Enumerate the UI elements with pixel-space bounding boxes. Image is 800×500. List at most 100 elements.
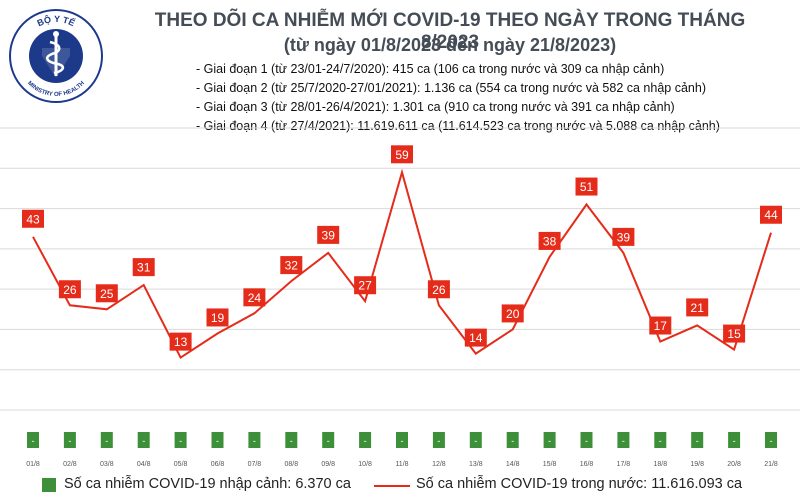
ministry-logo: BỘ Y TẾ MINISTRY OF HEALTH xyxy=(9,9,103,103)
x-tick-label: 14/8 xyxy=(506,461,520,468)
data-point: 15 xyxy=(723,324,746,343)
x-tick-label: 21/8 xyxy=(764,461,778,468)
imported-bar xyxy=(654,432,667,448)
data-point: 44 xyxy=(760,205,782,224)
x-tick-label: 06/8 xyxy=(211,461,225,468)
x-tick-label: 02/8 xyxy=(63,461,77,468)
data-point: 32 xyxy=(280,256,303,275)
x-tick-label: 16/8 xyxy=(580,461,594,468)
imported-bars: --------------------- xyxy=(27,432,777,448)
imported-bar-label: - xyxy=(142,436,145,446)
imported-bar-label: - xyxy=(733,436,736,446)
data-label: 51 xyxy=(580,180,594,194)
data-point: 26 xyxy=(58,280,81,299)
imported-bar xyxy=(137,432,150,448)
phase-item: - Giai đoạn 2 (từ 25/7/2020-27/01/2021):… xyxy=(196,81,706,95)
legend-swatch-imported xyxy=(42,478,56,492)
imported-bar-label: - xyxy=(622,436,625,446)
data-label: 13 xyxy=(174,335,188,349)
imported-bar-label: - xyxy=(32,436,35,446)
data-label-box xyxy=(723,324,746,343)
data-point: 39 xyxy=(612,227,635,246)
data-point: 26 xyxy=(427,280,450,299)
imported-bar-label: - xyxy=(401,436,404,446)
data-point: 24 xyxy=(243,288,266,307)
gridlines xyxy=(0,127,800,411)
data-label: 24 xyxy=(248,291,262,305)
legend: Số ca nhiễm COVID-19 nhập cảnh: 6.370 ca… xyxy=(0,474,800,498)
imported-bar-label: - xyxy=(659,436,662,446)
legend-domestic: Số ca nhiễm COVID-19 trong nước: 11.616.… xyxy=(416,476,743,492)
imported-bar-label: - xyxy=(327,436,330,446)
data-label-box xyxy=(317,225,340,244)
data-label-box xyxy=(464,328,487,347)
chart-title: THEO DÕI CA NHIỄM MỚI COVID-19 THEO NGÀY… xyxy=(154,10,746,53)
data-point: 20 xyxy=(501,304,524,323)
imported-bar xyxy=(765,432,777,448)
line-chart: - - - - - - - - - - - - - - - - - - - - - 43 26 25 31 13 19 24 32 39… xyxy=(0,127,800,468)
x-tick-label: 05/8 xyxy=(174,461,188,468)
data-labels: 43 26 25 31 13 19 24 32 39 27 59 26 14 20 38 51 39 17 21 15… xyxy=(22,145,782,351)
imported-bar-label: - xyxy=(216,436,219,446)
imported-bar xyxy=(211,432,224,448)
imported-bar-label: - xyxy=(548,436,551,446)
imported-bar xyxy=(506,432,519,448)
imported-bar xyxy=(469,432,482,448)
imported-bar-label: - xyxy=(105,436,108,446)
data-label-box xyxy=(501,304,524,323)
imported-bar-label: - xyxy=(585,436,588,446)
x-tick-label: 08/8 xyxy=(284,461,298,468)
imported-bar-label: - xyxy=(364,436,367,446)
imported-bar-label: - xyxy=(179,436,182,446)
svg-text:BỘ Y TẾ: BỘ Y TẾ xyxy=(36,13,77,28)
imported-bar xyxy=(359,432,372,448)
imported-bar xyxy=(432,432,445,448)
data-point: 13 xyxy=(169,332,192,351)
x-tick-label: 03/8 xyxy=(100,461,114,468)
x-tick-label: 17/8 xyxy=(617,461,631,468)
data-label: 26 xyxy=(432,283,446,297)
data-label: 26 xyxy=(63,283,77,297)
data-label: 17 xyxy=(654,319,668,333)
data-label-box xyxy=(132,258,155,277)
data-label: 43 xyxy=(26,212,40,226)
imported-bar xyxy=(580,432,593,448)
data-point: 38 xyxy=(538,231,561,250)
data-point: 21 xyxy=(686,298,709,317)
phase-item: - Giai đoạn 4 (từ 27/4/2021): 11.619.611… xyxy=(196,119,720,133)
data-point: 19 xyxy=(206,308,229,327)
x-tick-label: 18/8 xyxy=(653,461,667,468)
logo-top-text: BỘ Y TẾ xyxy=(36,13,77,28)
imported-bar xyxy=(728,432,741,448)
x-tick-label: 13/8 xyxy=(469,461,483,468)
data-point: 31 xyxy=(132,258,155,277)
imported-bar-label: - xyxy=(696,436,699,446)
data-label-box xyxy=(575,177,598,196)
chart-subtitle: (từ ngày 01/8/2023 đến ngày 21/8/2023) xyxy=(283,35,617,55)
data-label-box xyxy=(391,145,413,164)
data-label-box xyxy=(686,298,709,317)
data-label-box xyxy=(649,316,672,335)
imported-bar xyxy=(285,432,298,448)
data-label-box xyxy=(243,288,266,307)
data-label-box xyxy=(22,209,44,228)
x-tick-label: 19/8 xyxy=(690,461,704,468)
domestic-series-line xyxy=(32,168,772,360)
data-label: 27 xyxy=(358,279,372,293)
imported-bar xyxy=(27,432,39,448)
imported-bar xyxy=(543,432,556,448)
data-point: 43 xyxy=(22,209,44,228)
imported-bar xyxy=(617,432,630,448)
data-label: 44 xyxy=(764,208,778,222)
data-label-box xyxy=(354,276,377,295)
imported-bar xyxy=(100,432,113,448)
imported-bar xyxy=(691,432,704,448)
x-tick-label: 20/8 xyxy=(727,461,741,468)
imported-bar xyxy=(322,432,335,448)
imported-bar xyxy=(396,432,408,448)
data-label: 31 xyxy=(137,261,151,275)
data-label-box xyxy=(95,284,118,303)
imported-bar-label: - xyxy=(770,436,773,446)
x-tick-label: 04/8 xyxy=(137,461,151,468)
data-point: 39 xyxy=(317,225,340,244)
